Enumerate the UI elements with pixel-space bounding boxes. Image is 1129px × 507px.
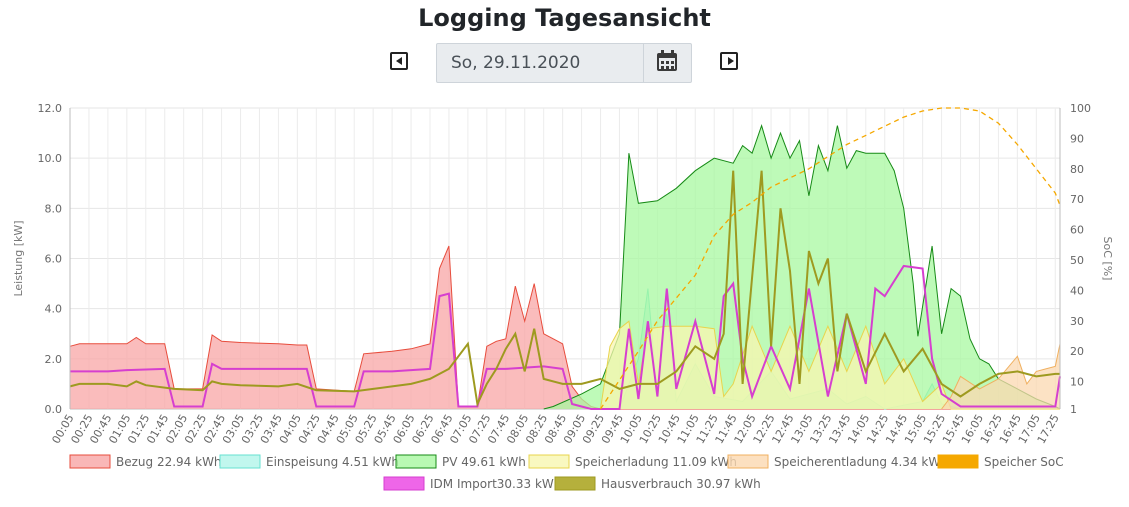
series-line-2	[543, 123, 1061, 410]
y2-tick-label: 70	[1070, 193, 1084, 206]
legend-swatch[interactable]	[395, 454, 437, 469]
caret-right-icon	[728, 57, 734, 65]
calendar-button[interactable]	[643, 44, 691, 82]
series-line-6	[70, 264, 1061, 410]
legend-swatch[interactable]	[219, 454, 261, 469]
prev-day-button[interactable]	[390, 52, 408, 70]
y2-tick-label: 100	[1070, 102, 1091, 115]
legend-swatch[interactable]	[554, 476, 596, 491]
y-tick-label: 10.0	[38, 152, 63, 165]
chart-series	[69, 107, 1061, 410]
y2-tick-label: 10	[1070, 376, 1084, 389]
legend-swatch[interactable]	[727, 454, 769, 469]
y2-axis-title: SoC [%]	[1101, 237, 1114, 281]
legend-label-7[interactable]: Hausverbrauch 30.97 kWh	[601, 477, 761, 491]
date-picker[interactable]: So, 29.11.2020	[436, 43, 692, 83]
legend-swatch[interactable]	[383, 476, 425, 491]
series-line-7	[69, 170, 1060, 408]
series-line-3	[600, 320, 1060, 410]
y2-tick-label: 20	[1070, 345, 1084, 358]
y2-tick-label: 60	[1070, 224, 1084, 237]
page-title: Logging Tagesansicht	[418, 4, 711, 32]
y-tick-label: 2.0	[45, 353, 63, 366]
date-input[interactable]: So, 29.11.2020	[451, 53, 581, 73]
calendar-icon	[657, 53, 677, 71]
next-day-button[interactable]	[720, 52, 738, 70]
legend-swatch[interactable]	[937, 454, 979, 469]
y-tick-label: 0.0	[45, 403, 63, 416]
series-line-0	[69, 245, 1060, 410]
y2-tick-label: 30	[1070, 315, 1084, 328]
y2-tick-label: 50	[1070, 254, 1084, 267]
y-tick-label: 8.0	[45, 202, 63, 215]
legend-label-2[interactable]: PV 49.61 kWh	[442, 455, 526, 469]
y-tick-label: 4.0	[45, 303, 63, 316]
y2-tick-label: 40	[1070, 284, 1084, 297]
series-line-4	[941, 343, 1061, 410]
y-axis-title: Leistung [kW]	[12, 220, 25, 296]
y2-tick-label: 1	[1070, 403, 1077, 416]
legend-label-0[interactable]: Bezug 22.94 kWh	[116, 455, 222, 469]
legend-label-3[interactable]: Speicherladung 11.09 kWh	[575, 455, 737, 469]
legend-swatch[interactable]	[69, 454, 111, 469]
y-tick-label: 12.0	[38, 102, 63, 115]
legend-swatch[interactable]	[528, 454, 570, 469]
legend-label-5[interactable]: Speicher SoC	[984, 455, 1064, 469]
series-soc-line	[599, 107, 1061, 410]
y2-tick-label: 90	[1070, 132, 1084, 145]
y-tick-label: 6.0	[45, 253, 63, 266]
caret-left-icon	[396, 57, 402, 65]
legend-label-6[interactable]: IDM Import30.33 kWh	[430, 477, 561, 491]
legend-label-1[interactable]: Einspeisung 4.51 kWh	[266, 455, 399, 469]
legend-label-4[interactable]: Speicherentladung 4.34 kWh	[774, 455, 948, 469]
chart-legend: Bezug 22.94 kWh Einspeisung 4.51 kWh PV 49…	[69, 454, 1064, 491]
y2-tick-label: 80	[1070, 163, 1084, 176]
